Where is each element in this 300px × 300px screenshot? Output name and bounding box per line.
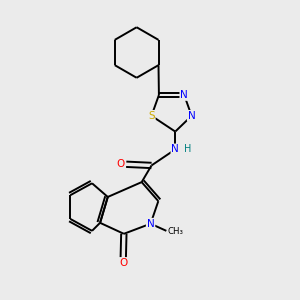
Text: N: N [180, 90, 188, 100]
Text: N: N [171, 144, 179, 154]
Text: N: N [147, 219, 154, 229]
Text: CH₃: CH₃ [168, 227, 184, 236]
Text: N: N [188, 111, 196, 121]
Text: H: H [184, 144, 191, 154]
Text: S: S [148, 111, 155, 121]
Text: O: O [119, 258, 128, 268]
Text: O: O [117, 159, 125, 169]
